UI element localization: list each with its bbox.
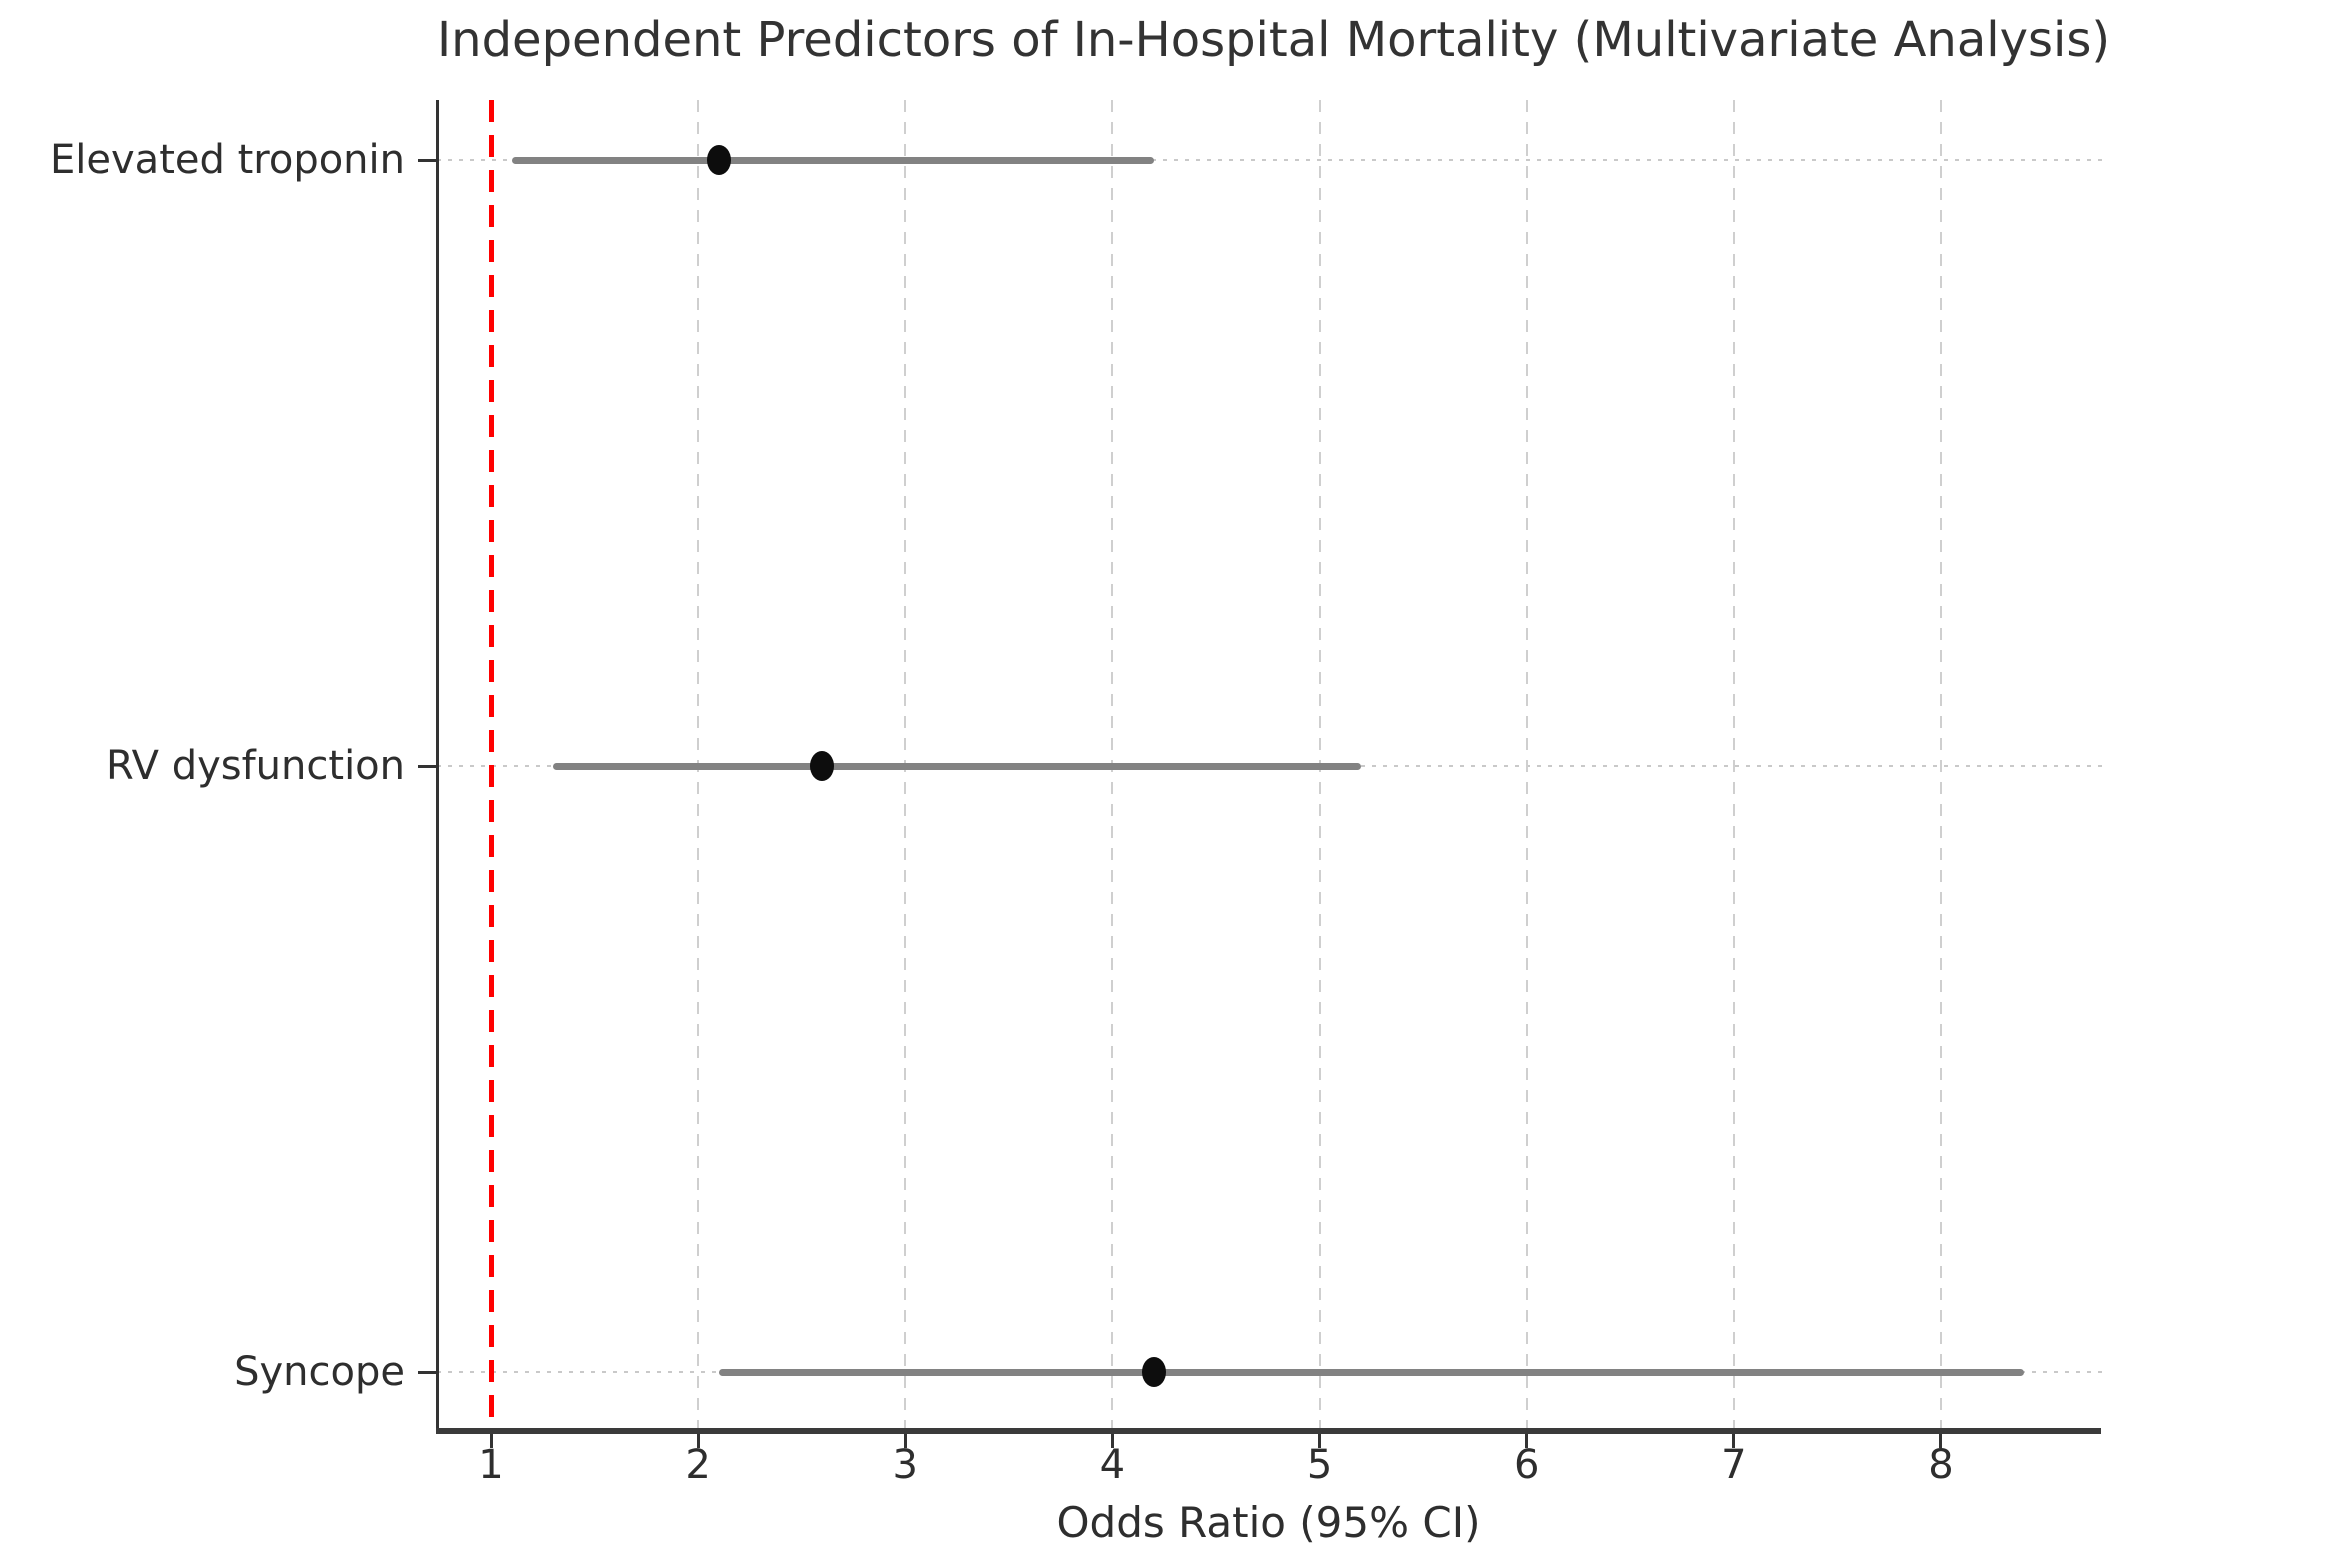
x-tick-mark: [1525, 1434, 1529, 1448]
x-axis-spine: [436, 1428, 2101, 1434]
category-label: RV dysfunction: [106, 743, 405, 789]
point-estimate-dot: [706, 145, 731, 175]
chart-title: Independent Predictors of In-Hospital Mo…: [437, 12, 2111, 68]
x-tick-label: 7: [1721, 1442, 1747, 1488]
category-label: Elevated troponin: [50, 137, 405, 183]
x-tick-mark: [696, 1434, 700, 1448]
x-tick-label: 4: [1099, 1442, 1126, 1488]
y-tick-mark: [418, 764, 436, 768]
x-tick-mark: [1939, 1434, 1943, 1448]
x-tick-mark: [1110, 1434, 1114, 1448]
x-tick-mark: [1732, 1434, 1736, 1448]
x-tick-label: 5: [1306, 1442, 1333, 1488]
confidence-interval-line: [718, 1368, 2024, 1376]
x-tick-label: 2: [685, 1442, 711, 1488]
x-gridline: [1732, 100, 1735, 1428]
row-gridline: [437, 159, 2102, 161]
y-tick-mark: [418, 158, 436, 162]
x-gridline: [1525, 100, 1528, 1428]
x-tick-mark: [903, 1434, 907, 1448]
y-tick-mark: [418, 1370, 436, 1374]
confidence-interval-line: [511, 156, 1154, 164]
x-axis-label: Odds Ratio (95% CI): [1056, 1498, 1481, 1547]
point-estimate-dot: [1141, 1357, 1166, 1387]
x-tick-label: 3: [892, 1442, 918, 1488]
y-axis-spine: [436, 100, 439, 1428]
x-tick-mark: [1318, 1434, 1322, 1448]
x-gridline: [1939, 100, 1942, 1428]
reference-line-or1: [489, 100, 494, 1428]
x-tick-label: 8: [1928, 1442, 1954, 1488]
confidence-interval-line: [553, 762, 1361, 770]
x-tick-mark: [489, 1434, 493, 1448]
point-estimate-dot: [810, 751, 835, 781]
x-tick-label: 6: [1513, 1442, 1540, 1488]
category-label: Syncope: [234, 1349, 405, 1395]
x-tick-label: 1: [478, 1442, 504, 1488]
